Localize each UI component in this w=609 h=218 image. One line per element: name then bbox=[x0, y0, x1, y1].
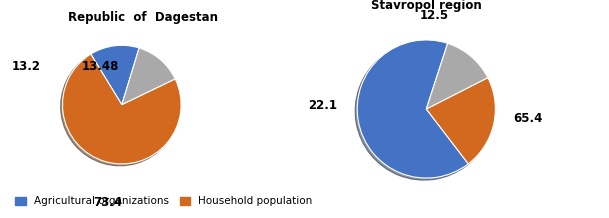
Text: 13.48: 13.48 bbox=[82, 60, 119, 73]
Title: Stavropol region: Stavropol region bbox=[371, 0, 482, 12]
Text: 22.1: 22.1 bbox=[308, 99, 337, 112]
Title: Republic  of  Dagestan: Republic of Dagestan bbox=[68, 11, 218, 24]
Text: 65.4: 65.4 bbox=[513, 112, 542, 125]
Text: 13.2: 13.2 bbox=[12, 60, 40, 73]
Wedge shape bbox=[122, 48, 175, 105]
Wedge shape bbox=[426, 43, 488, 109]
Wedge shape bbox=[426, 78, 495, 164]
Wedge shape bbox=[91, 45, 139, 105]
Wedge shape bbox=[63, 54, 181, 164]
Wedge shape bbox=[357, 40, 468, 178]
Legend: Agricultural organizations, Household population: Agricultural organizations, Household po… bbox=[12, 192, 317, 211]
Text: 73.4: 73.4 bbox=[93, 196, 122, 209]
Text: 12.5: 12.5 bbox=[420, 9, 449, 22]
